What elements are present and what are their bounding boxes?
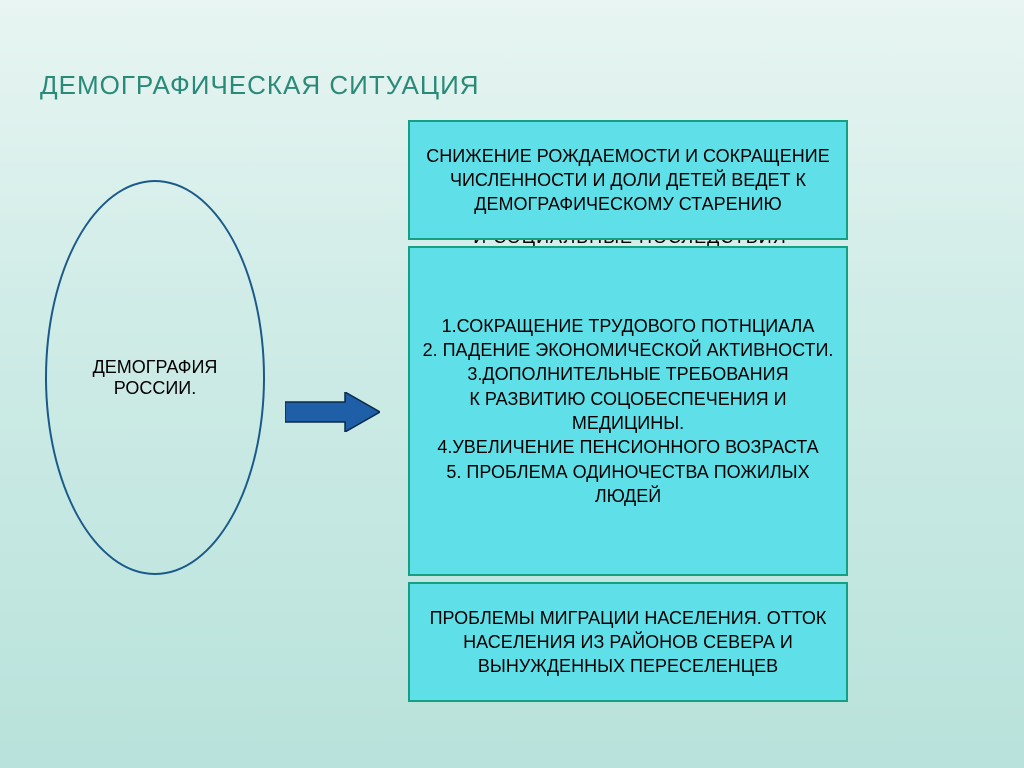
arrow-right — [285, 392, 380, 437]
ellipse-label: ДЕМОГРАФИЯ РОССИИ. — [57, 357, 253, 399]
info-box-top-text: СНИЖЕНИЕ РОЖДАЕМОСТИ И СОКРАЩЕНИЕ ЧИСЛЕН… — [420, 144, 836, 217]
info-box-middle: 1.СОКРАЩЕНИЕ ТРУДОВОГО ПОТНЦИАЛА 2. ПАДЕ… — [408, 246, 848, 576]
info-box-top: СНИЖЕНИЕ РОЖДАЕМОСТИ И СОКРАЩЕНИЕ ЧИСЛЕН… — [408, 120, 848, 240]
ellipse-demography: ДЕМОГРАФИЯ РОССИИ. — [45, 180, 265, 575]
info-box-bottom: ПРОБЛЕМЫ МИГРАЦИИ НАСЕЛЕНИЯ. ОТТОК НАСЕЛ… — [408, 582, 848, 702]
slide: ДЕМОГРАФИЧЕСКАЯ СИТУАЦИЯ ДЕМОГРАФИЧЕСКАЯ… — [0, 0, 1024, 768]
slide-title: ДЕМОГРАФИЧЕСКАЯ СИТУАЦИЯ — [40, 70, 480, 101]
arrow-right-icon — [285, 392, 380, 432]
info-box-bottom-text: ПРОБЛЕМЫ МИГРАЦИИ НАСЕЛЕНИЯ. ОТТОК НАСЕЛ… — [420, 606, 836, 679]
info-box-middle-text: 1.СОКРАЩЕНИЕ ТРУДОВОГО ПОТНЦИАЛА 2. ПАДЕ… — [420, 314, 836, 508]
